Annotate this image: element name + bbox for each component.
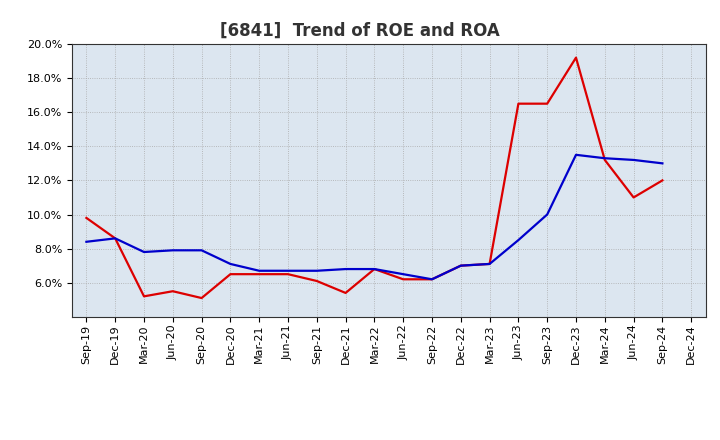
ROA bbox=[514, 238, 523, 243]
ROA bbox=[428, 277, 436, 282]
ROA bbox=[111, 236, 120, 241]
Line: ROE: ROE bbox=[86, 58, 662, 298]
ROE bbox=[341, 290, 350, 296]
ROE bbox=[82, 215, 91, 220]
ROE bbox=[572, 55, 580, 60]
ROA bbox=[485, 261, 494, 267]
ROE bbox=[284, 271, 292, 277]
ROA bbox=[658, 161, 667, 166]
ROE bbox=[111, 236, 120, 241]
ROA bbox=[82, 239, 91, 244]
ROA bbox=[456, 263, 465, 268]
ROE bbox=[140, 294, 148, 299]
ROE bbox=[456, 263, 465, 268]
ROE bbox=[312, 279, 321, 284]
ROE bbox=[514, 101, 523, 106]
ROA bbox=[312, 268, 321, 273]
ROE bbox=[370, 266, 379, 271]
ROE bbox=[226, 271, 235, 277]
ROA bbox=[140, 249, 148, 255]
ROE bbox=[543, 101, 552, 106]
Text: [6841]  Trend of ROE and ROA: [6841] Trend of ROE and ROA bbox=[220, 22, 500, 40]
ROA bbox=[572, 152, 580, 158]
ROE bbox=[168, 289, 177, 294]
ROA bbox=[600, 156, 609, 161]
Line: ROA: ROA bbox=[86, 155, 662, 279]
ROE bbox=[629, 195, 638, 200]
ROA bbox=[543, 212, 552, 217]
ROE bbox=[399, 277, 408, 282]
ROA bbox=[226, 261, 235, 267]
ROA bbox=[629, 157, 638, 162]
ROE bbox=[428, 277, 436, 282]
ROA bbox=[284, 268, 292, 273]
ROA bbox=[168, 248, 177, 253]
ROA bbox=[197, 248, 206, 253]
ROA bbox=[341, 266, 350, 271]
ROE bbox=[197, 295, 206, 301]
ROE bbox=[485, 261, 494, 267]
ROA bbox=[399, 271, 408, 277]
ROE bbox=[658, 178, 667, 183]
ROA bbox=[255, 268, 264, 273]
ROE bbox=[600, 157, 609, 162]
ROE bbox=[255, 271, 264, 277]
ROA bbox=[370, 266, 379, 271]
